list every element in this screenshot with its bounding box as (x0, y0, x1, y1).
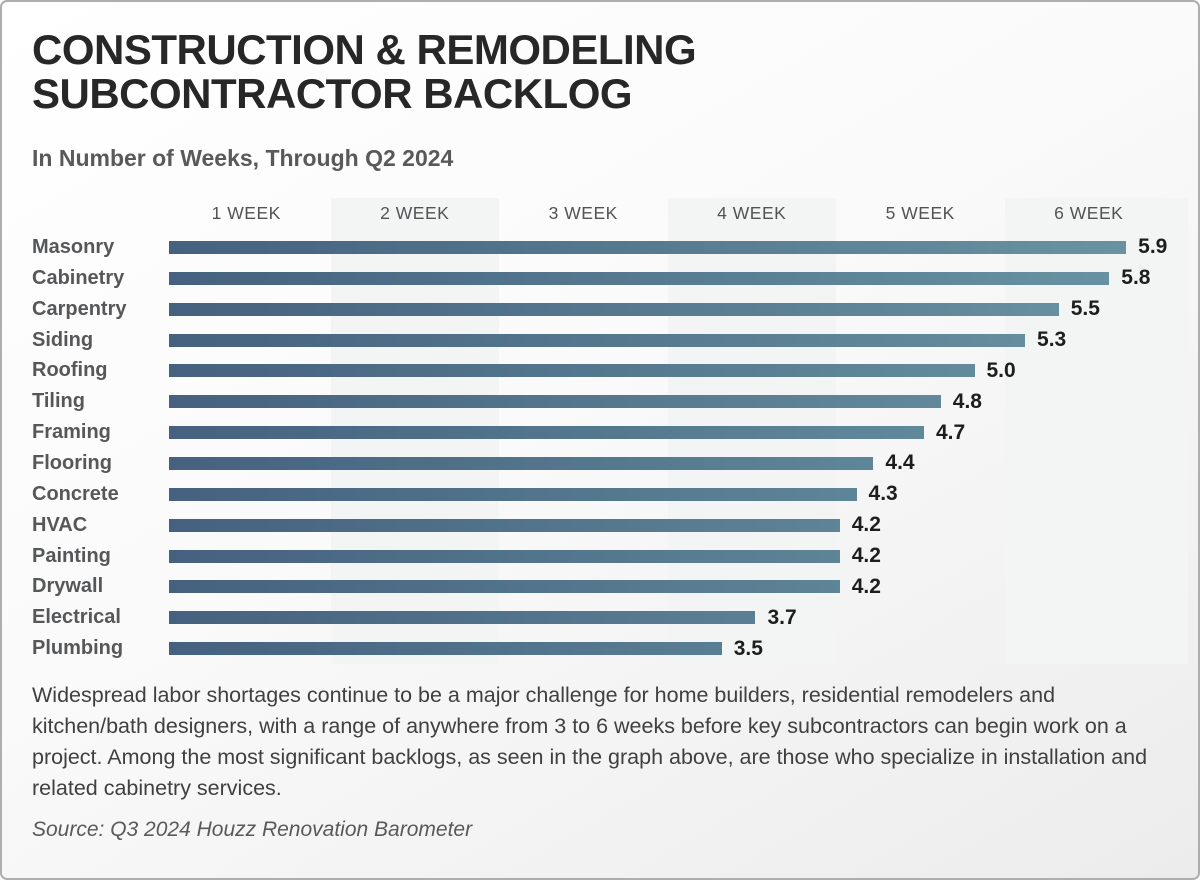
bar-row: Electrical 3.7 (2, 602, 1198, 633)
category-label: Flooring (32, 451, 112, 474)
bar-row: Roofing 5.0 (2, 355, 1198, 386)
chart-subtitle: In Number of Weeks, Through Q2 2024 (32, 145, 454, 171)
source-note: Source: Q3 2024 Houzz Renovation Baromet… (32, 818, 473, 841)
value-label: 3.7 (767, 605, 797, 629)
chart-description: Widespread labor shortages continue to b… (32, 683, 1148, 800)
bar (169, 426, 924, 440)
value-label: 4.2 (851, 544, 881, 568)
axis-column-label: 2 WEEK (380, 203, 450, 223)
bar-row: Framing 4.7 (2, 417, 1198, 448)
value-label: 5.9 (1138, 235, 1168, 259)
title-line-1: CONSTRUCTION & REMODELING (32, 26, 697, 73)
category-label: Plumbing (32, 637, 124, 660)
value-label: 5.5 (1070, 297, 1100, 321)
axis-column-label: 5 WEEK (885, 203, 955, 223)
category-label: Framing (32, 421, 111, 444)
bar (169, 333, 1026, 347)
category-label: Carpentry (32, 297, 127, 320)
bar-row: Masonry 5.9 (2, 232, 1198, 263)
title-line-2: SUBCONTRACTOR BACKLOG (32, 70, 633, 117)
category-label: Drywall (32, 575, 104, 598)
category-label: Electrical (32, 606, 121, 629)
category-label: Cabinetry (32, 266, 125, 289)
bar-rows: Masonry 5.9 Cabinetry 5.8 Carpentry 5.5 Siding… (2, 232, 1198, 664)
value-label: 4.4 (885, 451, 915, 475)
bar (169, 364, 975, 378)
bar (169, 302, 1059, 316)
axis-column-label: 3 WEEK (548, 203, 618, 223)
axis-column-label: 4 WEEK (717, 203, 787, 223)
bar (169, 611, 756, 625)
page-title: CONSTRUCTION & REMODELING SUBCONTRACTOR B… (32, 28, 1168, 116)
category-label: Concrete (32, 482, 119, 505)
value-label: 4.3 (868, 482, 898, 506)
value-label: 4.2 (851, 574, 881, 598)
bar (169, 580, 840, 594)
bar-row: Painting 4.2 (2, 541, 1198, 572)
bar (169, 271, 1110, 285)
bar-chart: 1 WEEK 2 WEEK 3 WEEK 4 WEEK 5 WEEK 6 WEEK Mas… (2, 198, 1198, 664)
category-label: Masonry (32, 235, 115, 258)
bar-row: Tiling 4.8 (2, 386, 1198, 417)
bar-row: Cabinetry 5.8 (2, 263, 1198, 294)
x-axis-labels: 1 WEEK 2 WEEK 3 WEEK 4 WEEK 5 WEEK 6 WEEK (2, 203, 1198, 227)
bar-row: Plumbing 3.5 (2, 633, 1198, 664)
axis-column-label: 1 WEEK (211, 203, 281, 223)
bar-row: Flooring 4.4 (2, 448, 1198, 479)
bar (169, 549, 840, 563)
bar (169, 487, 857, 501)
bar (169, 518, 840, 532)
value-label: 3.5 (733, 636, 763, 660)
bar (169, 395, 941, 409)
category-label: Tiling (32, 390, 85, 413)
value-label: 5.0 (986, 358, 1016, 382)
bar (169, 240, 1127, 254)
bar-row: Concrete 4.3 (2, 479, 1198, 510)
category-label: HVAC (32, 513, 88, 536)
value-label: 4.8 (952, 389, 982, 413)
value-label: 5.3 (1037, 328, 1067, 351)
value-label: 4.2 (851, 513, 881, 537)
value-label: 5.8 (1121, 266, 1151, 290)
category-label: Siding (32, 328, 94, 351)
bar (169, 642, 722, 656)
bar-row: Drywall 4.2 (2, 571, 1198, 602)
bar (169, 456, 874, 470)
category-label: Roofing (32, 359, 108, 382)
bar-row: Carpentry 5.5 (2, 294, 1198, 325)
value-label: 4.7 (935, 420, 966, 444)
bar-row: Siding 5.3 (2, 325, 1198, 356)
axis-column-label: 6 WEEK (1054, 203, 1124, 223)
category-label: Painting (32, 544, 111, 567)
bar-row: HVAC 4.2 (2, 510, 1198, 541)
